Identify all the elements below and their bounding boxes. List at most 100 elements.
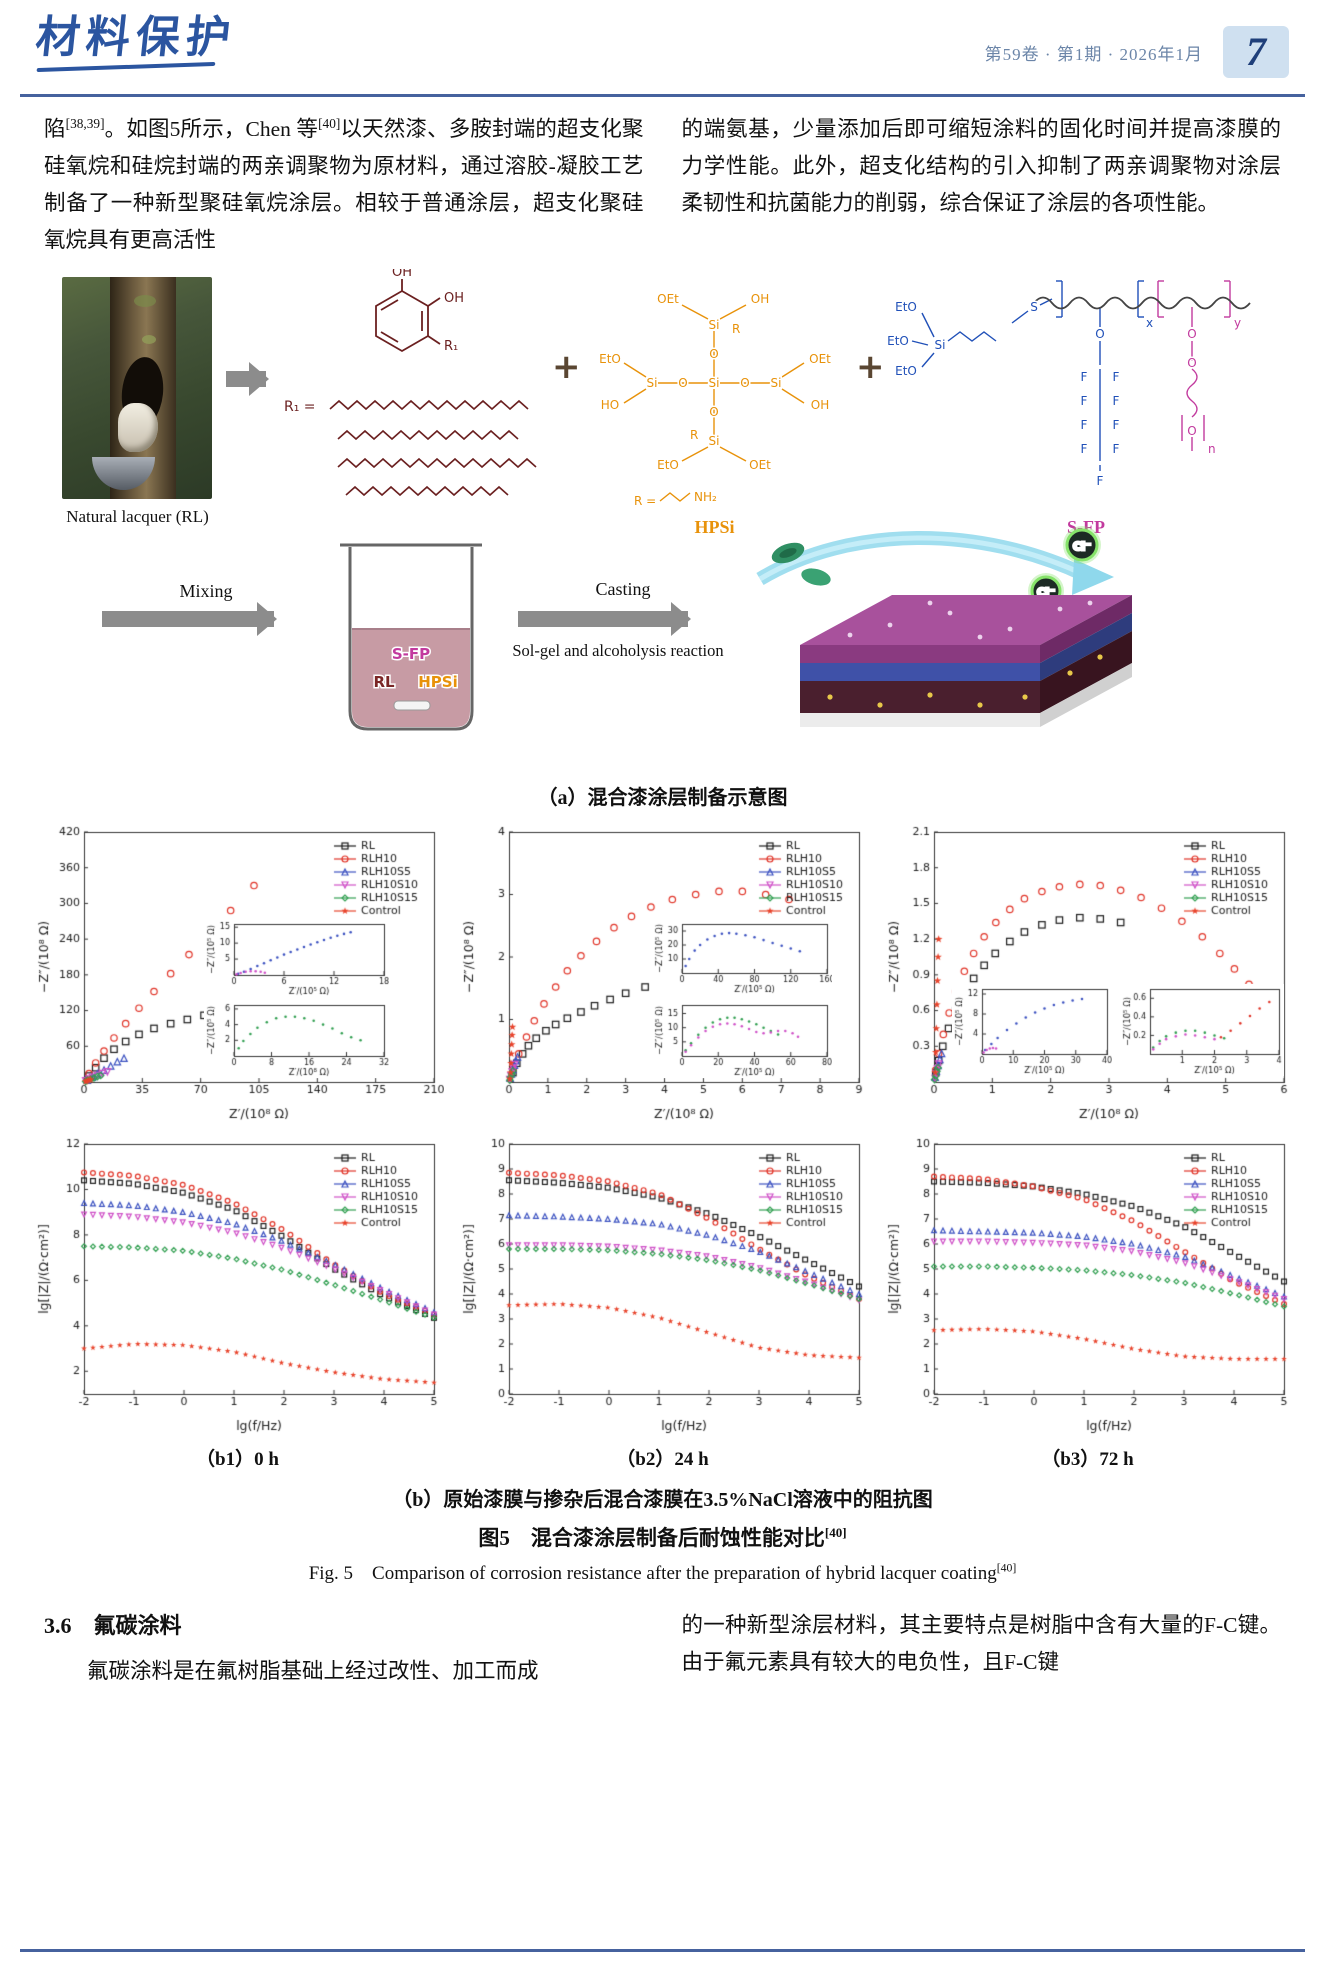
- bode-24h-canvas: [456, 1135, 869, 1438]
- nyquist-24h-inset-2: [651, 999, 832, 1078]
- stir-bar: [393, 700, 431, 711]
- svg-text:O: O: [709, 347, 718, 361]
- svg-text:O: O: [1187, 327, 1196, 341]
- svg-text:O: O: [1095, 327, 1104, 341]
- caption-a: （a）混合漆涂层制备示意图: [537, 786, 788, 809]
- nyquist-72h-canvas: [881, 823, 1294, 1126]
- nyquist-72h-inset-1: [951, 983, 1112, 1076]
- intro-right-column: 的端氨基，少量添加后即可缩短涂料的固化时间并提高漆膜的力学性能。此外，超支化结构…: [681, 117, 1282, 215]
- svg-text:EtO: EtO: [657, 458, 679, 472]
- plus-icon: +: [856, 346, 885, 387]
- svg-text:F: F: [1081, 394, 1088, 408]
- coating-illustration: Cl⁻ Cl⁻: [756, 525, 1132, 727]
- intro-left-text-2: 。如图5所示，Chen 等: [104, 117, 319, 141]
- figure-caption-en: Fig. 5 Comparison of corrosion resistanc…: [308, 1561, 1017, 1584]
- svg-text:Si: Si: [771, 376, 782, 390]
- catechol-structure: OH OH R₁ R₁ =: [283, 269, 537, 496]
- bode-plot-0h: [31, 1135, 444, 1438]
- section-heading: 3.6 氟碳涂料: [44, 1612, 182, 1638]
- bacteria-icon: [771, 542, 831, 586]
- svg-text:OEt: OEt: [809, 352, 831, 366]
- svg-text:HO: HO: [601, 398, 619, 412]
- svg-text:F: F: [1113, 394, 1120, 408]
- arrowhead: [1072, 558, 1114, 595]
- section-right-column: 的一种新型涂层材料，其主要特点是树脂中含有大量的F-C键。由于氟元素具有较大的电…: [681, 1612, 1282, 1674]
- figure-caption-cn: 图5 混合漆涂层制备后耐蚀性能对比[40]: [478, 1524, 847, 1550]
- beaker-rl-label: RL: [373, 673, 395, 691]
- r1-equals-label: R₁ =: [284, 399, 316, 415]
- r1-label: R₁: [444, 339, 458, 354]
- page-number-box: 7: [1223, 26, 1289, 78]
- citation-40: [40]: [824, 1524, 847, 1540]
- svg-text:x: x: [1146, 316, 1153, 330]
- mixing-arrow-icon: [102, 601, 277, 636]
- svg-text:NH₂: NH₂: [694, 490, 717, 504]
- mixing-label: Mixing: [179, 580, 233, 601]
- nyquist-plot-0h: [31, 823, 444, 1126]
- svg-text:F: F: [1113, 370, 1120, 384]
- svg-text:O: O: [1187, 424, 1196, 438]
- svg-text:EtO: EtO: [887, 334, 909, 348]
- svg-text:O: O: [740, 376, 749, 390]
- header-right: 第59卷 · 第1期 · 2026年1月 7: [985, 26, 1289, 78]
- intro-text: 陷[38,39]。如图5所示，Chen 等[40]以天然漆、多胺封端的超支化聚硅…: [0, 97, 1325, 259]
- svg-text:EtO: EtO: [895, 300, 917, 314]
- intro-left-text-3: 以天然漆、多胺封端的超支化聚硅氧烷和硅烷封端的两亲调聚物为原材料，通过溶胶-凝胶…: [44, 117, 644, 252]
- svg-text:R: R: [690, 428, 698, 442]
- svg-text:Si: Si: [647, 376, 658, 390]
- nyquist-24h-inset-1: [651, 918, 832, 995]
- bode-plot-72h: [881, 1135, 1294, 1438]
- citation-40: [40]: [318, 115, 341, 131]
- oh-label: OH: [392, 269, 412, 280]
- natural-lacquer-label: Natural lacquer (RL): [66, 506, 209, 526]
- solgel-label: Sol-gel and alcoholysis reaction: [512, 640, 724, 660]
- caption-b3: （b3）72 h: [1041, 1448, 1134, 1470]
- svg-text:O: O: [1187, 356, 1196, 370]
- caption-b2: （b2）24 h: [616, 1448, 709, 1470]
- alkyl-chains: [329, 399, 537, 496]
- svg-text:O: O: [709, 405, 718, 419]
- coating-layers: [800, 594, 1132, 727]
- natural-lacquer-photo: [62, 276, 212, 499]
- nyquist-plot-24h: [456, 823, 869, 1126]
- svg-text:Cl⁻: Cl⁻: [1073, 540, 1091, 553]
- bode-72h-canvas: [881, 1135, 1294, 1438]
- svg-text:Si: Si: [709, 318, 720, 332]
- footer-rule: [20, 1949, 1305, 1952]
- beaker-liquid: [352, 628, 470, 727]
- lacquer-sap: [117, 403, 158, 453]
- svg-text:EtO: EtO: [599, 352, 621, 366]
- svg-text:OEt: OEt: [657, 292, 679, 306]
- header-rule: [20, 94, 1305, 97]
- svg-text:Si: Si: [709, 434, 720, 448]
- caption-b1: （b1）0 h: [196, 1448, 279, 1470]
- impedance-charts: [25, 823, 1300, 1438]
- journal-logo: 材料保护: [33, 13, 239, 62]
- hpsi-structure: Si Si Si Si Si O O O O OEt OH EtO HO OEt…: [598, 290, 833, 509]
- beaker-sfp-label: S-FP: [392, 645, 430, 663]
- plus-icon: +: [552, 346, 581, 387]
- intro-left-column: 陷[38,39]。如图5所示，Chen 等[40]以天然漆、多胺封端的超支化聚硅…: [44, 111, 644, 259]
- page-number: 7: [1246, 29, 1266, 74]
- issue-info: 第59卷 · 第1期 · 2026年1月: [984, 44, 1203, 64]
- svg-text:F: F: [1097, 474, 1104, 488]
- sfp-structure: EtO EtO EtO Si S O x F F F F F F F F F y…: [886, 280, 1251, 489]
- oh-label: OH: [444, 291, 464, 306]
- svg-text:F: F: [1113, 418, 1120, 432]
- beaker-hpsi-label: HPSi: [418, 673, 458, 691]
- svg-text:R: R: [732, 322, 740, 336]
- section-left-column: 3.6 氟碳涂料 氟碳涂料是在氟树脂基础上经过改性、加工而成: [44, 1607, 644, 1690]
- bode-plot-24h: [456, 1135, 869, 1438]
- svg-text:O: O: [678, 376, 687, 390]
- svg-text:F: F: [1081, 442, 1088, 456]
- svg-text:F: F: [1081, 418, 1088, 432]
- hpsi-label: HPSi: [694, 516, 735, 537]
- section-left-paragraph: 氟碳涂料是在氟树脂基础上经过改性、加工而成: [87, 1658, 539, 1683]
- svg-text:R =: R =: [634, 494, 656, 508]
- svg-text:F: F: [1081, 370, 1088, 384]
- svg-text:OH: OH: [811, 398, 829, 412]
- svg-text:EtO: EtO: [895, 364, 917, 378]
- svg-text:n: n: [1208, 442, 1216, 456]
- svg-text:Si: Si: [709, 376, 720, 390]
